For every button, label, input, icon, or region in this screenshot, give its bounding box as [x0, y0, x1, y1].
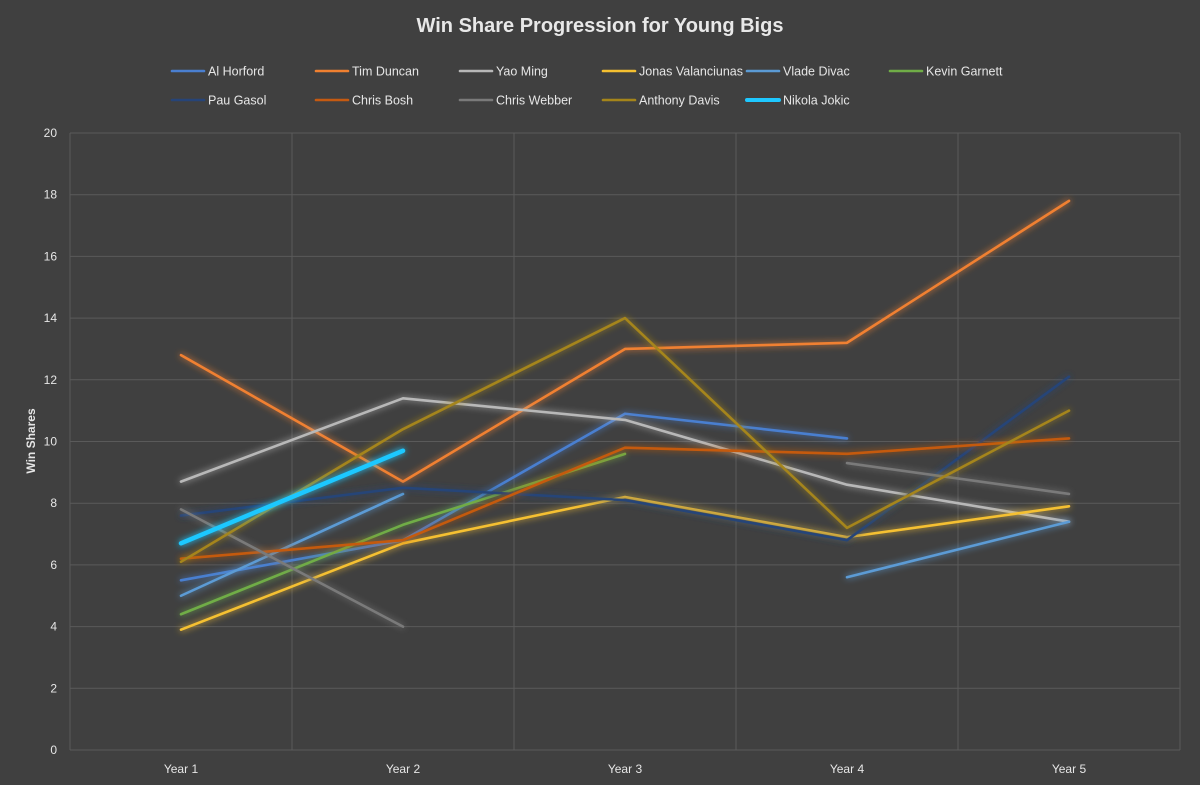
series-vlade-divac — [179, 492, 1071, 598]
x-tick-label: Year 2 — [386, 762, 421, 776]
legend-item: Pau Gasol — [170, 94, 266, 108]
series-line — [179, 316, 1071, 564]
series-yao-ming — [179, 397, 1071, 524]
legend-label: Tim Duncan — [352, 65, 419, 79]
series-line — [179, 492, 405, 598]
series-pau-gasol — [179, 375, 1071, 542]
series-line — [178, 448, 406, 546]
series-line — [179, 412, 849, 582]
y-tick-label: 10 — [44, 435, 58, 449]
series-line — [179, 375, 1071, 542]
legend-label: Chris Bosh — [352, 94, 413, 108]
legend-item: Yao Ming — [458, 65, 548, 79]
legend: Al Horford Tim Duncan Yao Ming Jonas Valanc… — [170, 65, 1003, 108]
y-axis-label: Win Shares — [24, 408, 38, 474]
series-line — [179, 495, 1071, 631]
legend-label: Vlade Divac — [783, 65, 850, 79]
axis-ticks: 0 2 4 6 8 10 12 14 16 18 20 Year 1 Year 2 Year 3 Year … — [44, 126, 1087, 776]
series-al-horford — [179, 412, 849, 582]
series-nikola-jokic — [178, 448, 406, 546]
y-tick-label: 4 — [50, 620, 57, 634]
legend-item: Jonas Valanciunas — [601, 65, 743, 79]
legend-label: Al Horford — [208, 65, 264, 79]
series-kevin-garnett — [179, 452, 627, 616]
y-tick-label: 0 — [50, 743, 57, 757]
gridlines — [69, 132, 1181, 751]
legend-label: Yao Ming — [496, 65, 548, 79]
legend-item: Kevin Garnett — [888, 65, 1003, 79]
legend-item: Chris Bosh — [314, 94, 413, 108]
series-line — [845, 520, 1071, 579]
legend-item: Nikola Jokic — [745, 94, 850, 108]
y-tick-label: 20 — [44, 126, 58, 140]
y-tick-label: 12 — [44, 373, 58, 387]
y-tick-label: 8 — [50, 496, 57, 510]
y-tick-label: 18 — [44, 188, 58, 202]
series-jonas-valanciunas — [179, 495, 1071, 631]
chart-title: Win Share Progression for Young Bigs — [417, 15, 784, 37]
legend-label: Pau Gasol — [208, 94, 266, 108]
series-line — [179, 437, 1071, 561]
legend-label: Nikola Jokic — [783, 94, 850, 108]
x-tick-label: Year 4 — [830, 762, 865, 776]
series-anthony-davis — [179, 316, 1071, 564]
legend-item: Tim Duncan — [314, 65, 419, 79]
y-tick-label: 6 — [50, 558, 57, 572]
legend-item: Anthony Davis — [601, 94, 720, 108]
series-line — [845, 461, 1071, 496]
y-tick-label: 16 — [44, 249, 58, 263]
legend-label: Anthony Davis — [639, 94, 720, 108]
series-chris-bosh — [179, 437, 1071, 561]
series-tim-duncan — [179, 199, 1071, 483]
series-line — [179, 199, 1071, 483]
y-tick-label: 2 — [50, 681, 57, 695]
x-tick-label: Year 1 — [164, 762, 199, 776]
legend-label: Jonas Valanciunas — [639, 65, 743, 79]
series-lines — [178, 199, 1071, 631]
y-tick-label: 14 — [44, 311, 58, 325]
series-line — [179, 452, 627, 616]
legend-item: Chris Webber — [458, 94, 572, 108]
legend-label: Chris Webber — [496, 94, 572, 108]
series-line — [179, 397, 1071, 524]
x-tick-label: Year 3 — [608, 762, 643, 776]
x-tick-label: Year 5 — [1052, 762, 1087, 776]
legend-label: Kevin Garnett — [926, 65, 1003, 79]
legend-item: Al Horford — [170, 65, 264, 79]
legend-item: Vlade Divac — [745, 65, 850, 79]
